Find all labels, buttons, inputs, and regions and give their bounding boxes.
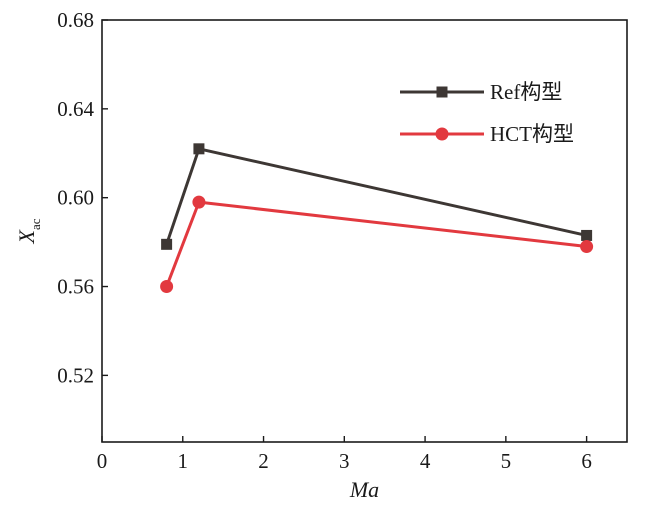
plot-frame [101, 19, 628, 443]
x-tick-label: 0 [97, 449, 108, 473]
y-axis-title-main: X [14, 229, 39, 245]
x-tick-label: 1 [178, 449, 189, 473]
x-tick-label: 4 [420, 449, 431, 473]
legend-item-2: HCT构型 [400, 122, 574, 146]
y-tick-label: 0.56 [57, 275, 94, 299]
data-point [581, 229, 593, 241]
y-axis-title: Xac [14, 218, 43, 244]
series-2 [160, 195, 594, 294]
series-line [165, 147, 587, 245]
data-point [161, 238, 173, 250]
data-point [192, 195, 206, 209]
data-point [160, 280, 174, 294]
series-1 [161, 143, 593, 250]
y-tick-label: 0.68 [57, 8, 94, 32]
x-axis-title: Ma [349, 477, 379, 502]
y-axis-title-subscript: ac [28, 218, 43, 230]
data-point [193, 143, 205, 155]
x-tick-label: 3 [339, 449, 350, 473]
legend-label: Ref构型 [490, 80, 562, 104]
legend-label: HCT构型 [490, 122, 574, 146]
data-point [580, 240, 594, 254]
x-tick-label: 6 [581, 449, 592, 473]
y-tick-label: 0.60 [57, 186, 94, 210]
legend-marker [436, 86, 448, 98]
legend-marker [435, 127, 449, 141]
legend-item-1: Ref构型 [400, 80, 562, 104]
x-tick-label: 5 [501, 449, 512, 473]
x-tick-label: 2 [258, 449, 269, 473]
series-line [165, 200, 587, 288]
y-axis-ticks: 0.52 0.56 0.60 0.64 0.68 [57, 8, 108, 387]
plot-border [101, 19, 628, 443]
series-layer [160, 143, 594, 294]
y-tick-label: 0.64 [57, 97, 94, 121]
x-axis-ticks: 0 1 2 3 4 5 6 [97, 436, 592, 473]
y-tick-label: 0.52 [57, 363, 94, 387]
legend: Ref构型 HCT构型 [400, 80, 574, 146]
